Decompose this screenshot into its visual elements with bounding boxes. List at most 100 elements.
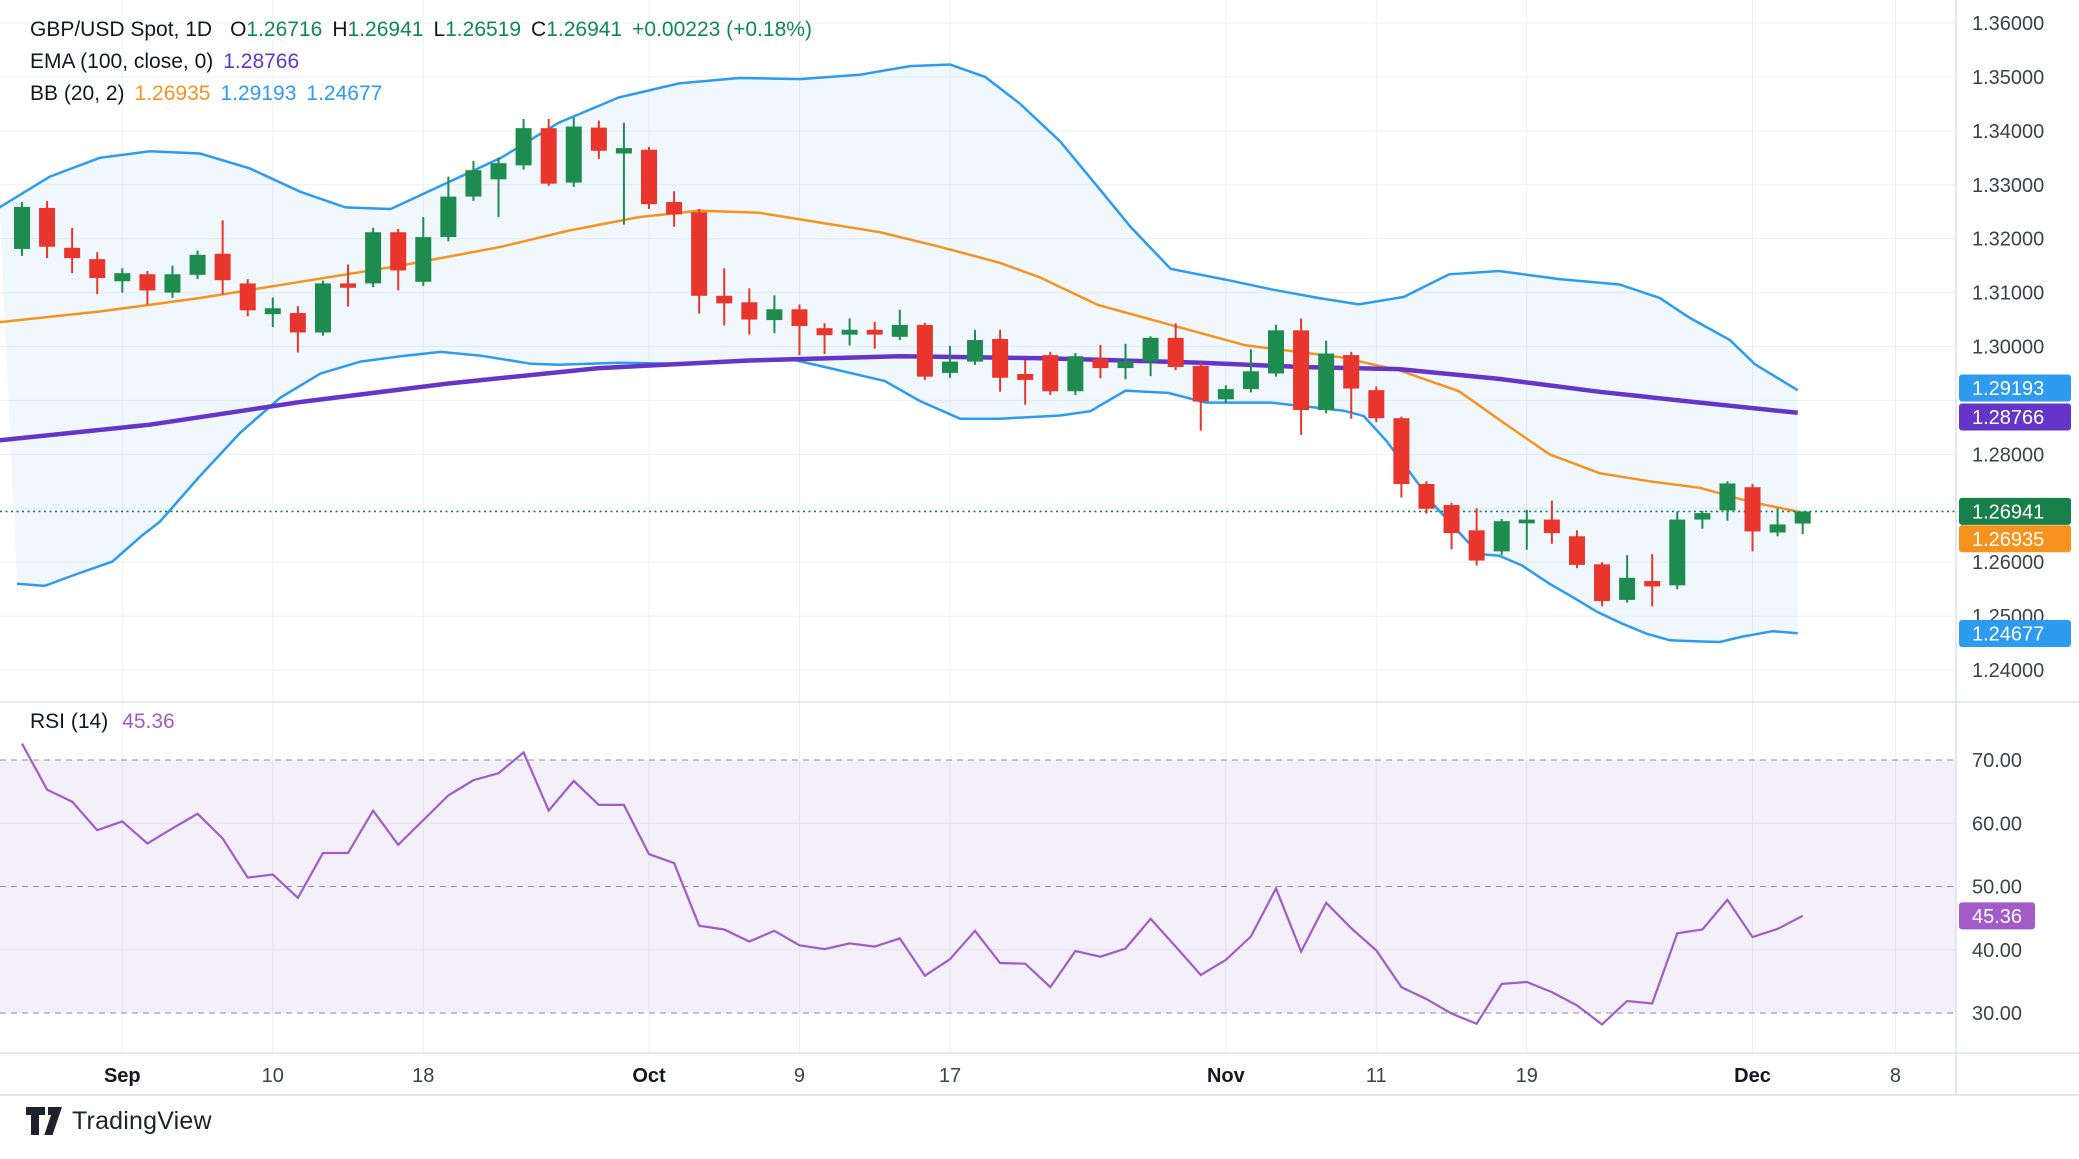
candle[interactable]	[816, 323, 833, 355]
candle[interactable]	[1042, 351, 1059, 396]
candle[interactable]	[164, 265, 181, 298]
candle[interactable]	[1217, 385, 1234, 404]
ema-legend-row[interactable]: EMA (100, close, 0) 1.28766	[30, 50, 812, 82]
candle[interactable]	[415, 217, 432, 287]
candle[interactable]	[1594, 562, 1611, 607]
candle[interactable]	[1368, 386, 1385, 422]
price-tick-label: 1.32000	[1972, 229, 2044, 251]
candle[interactable]	[641, 147, 657, 210]
candle[interactable]	[1443, 502, 1460, 550]
candle[interactable]	[1769, 508, 1786, 537]
candle[interactable]	[365, 227, 382, 288]
candle[interactable]	[1518, 509, 1535, 550]
candle[interactable]	[440, 176, 457, 242]
candle[interactable]	[1142, 336, 1159, 377]
bb-legend-row[interactable]: BB (20, 2) 1.26935 1.29193 1.24677	[30, 82, 812, 114]
candle[interactable]	[1192, 362, 1209, 431]
candle[interactable]	[340, 264, 357, 307]
candle[interactable]	[791, 304, 808, 356]
bb-basis-value: 1.26935	[134, 82, 211, 105]
price-badge: 1.24677	[1959, 619, 2071, 647]
candle[interactable]	[390, 228, 407, 291]
candle[interactable]	[1092, 344, 1109, 379]
price-tick-label: 1.31000	[1972, 283, 2044, 305]
ohlc-open: O1.26716	[230, 18, 323, 41]
candle[interactable]	[741, 288, 758, 335]
candle[interactable]	[1393, 416, 1410, 498]
candle[interactable]	[716, 268, 733, 326]
bb-basis-line	[0, 209, 1798, 513]
price-tick-label: 1.28000	[1972, 444, 2044, 466]
candle[interactable]	[540, 118, 557, 186]
candle[interactable]	[1343, 351, 1360, 419]
candle[interactable]	[1568, 530, 1585, 569]
symbol-legend-row[interactable]: GBP/USD Spot, 1D O1.26716 H1.26941 L1.26…	[30, 18, 812, 50]
candle[interactable]	[615, 122, 632, 225]
candle[interactable]	[766, 295, 783, 334]
candle[interactable]	[490, 157, 507, 218]
candle[interactable]	[1543, 500, 1560, 544]
time-tick-label: 18	[412, 1065, 434, 1087]
rsi-tick-label: 60.00	[1972, 813, 2022, 835]
candle[interactable]	[565, 117, 582, 187]
candle[interactable]	[866, 321, 883, 349]
candle[interactable]	[916, 322, 933, 380]
candle[interactable]	[941, 345, 958, 378]
time-axis[interactable]: Sep 10 18 Oct 9 17 Nov 11 19 Dec 8	[104, 1065, 1901, 1087]
price-axis[interactable]: 1.36000 1.35000 1.34000 1.33000 1.32000 1.310…	[1959, 13, 2071, 682]
candle[interactable]	[1117, 343, 1134, 380]
candle[interactable]	[590, 120, 607, 159]
candle[interactable]	[289, 306, 306, 353]
candle[interactable]	[967, 329, 984, 365]
candle[interactable]	[992, 329, 1009, 392]
candle[interactable]	[1318, 340, 1335, 414]
candle[interactable]	[214, 220, 231, 295]
candle[interactable]	[64, 227, 81, 274]
candle[interactable]	[114, 268, 131, 293]
time-tick-label: 10	[262, 1065, 284, 1087]
candle[interactable]	[891, 309, 908, 341]
rsi-axis[interactable]: 70.00 60.00 50.00 40.00 30.00 45.36	[1959, 750, 2035, 1025]
candle[interactable]	[1293, 318, 1310, 435]
candle[interactable]	[465, 161, 482, 201]
tradingview-logo[interactable]: TradingView	[25, 1106, 212, 1136]
candle[interactable]	[1167, 323, 1184, 371]
candle[interactable]	[1418, 481, 1435, 514]
candle[interactable]	[139, 271, 156, 305]
candle[interactable]	[1017, 359, 1034, 405]
candle[interactable]	[1242, 349, 1259, 393]
candle[interactable]	[1468, 508, 1485, 566]
rsi-legend-row[interactable]: RSI (14) 45.36	[30, 710, 175, 734]
candle[interactable]	[1644, 554, 1661, 607]
candle[interactable]	[515, 118, 532, 170]
price-badge: 1.28766	[1959, 403, 2071, 431]
candle[interactable]	[14, 202, 30, 256]
candle[interactable]	[1619, 555, 1636, 603]
candle[interactable]	[239, 279, 256, 317]
candle[interactable]	[1719, 481, 1736, 521]
candle[interactable]	[1794, 511, 1811, 535]
candle[interactable]	[39, 200, 56, 259]
candle[interactable]	[189, 250, 206, 280]
time-tick-label: 17	[939, 1065, 961, 1087]
candle[interactable]	[1493, 519, 1510, 556]
candle[interactable]	[314, 280, 331, 336]
candle[interactable]	[666, 191, 683, 227]
symbol-title[interactable]: GBP/USD Spot, 1D	[30, 18, 213, 41]
candle[interactable]	[1067, 352, 1084, 396]
bb-title: BB (20, 2)	[30, 82, 125, 105]
time-tick-label: 8	[1890, 1065, 1901, 1087]
candle[interactable]	[1694, 510, 1711, 529]
candle[interactable]	[1744, 483, 1761, 552]
svg-text:1.29193: 1.29193	[1972, 378, 2044, 400]
time-tick-label: Sep	[104, 1065, 141, 1087]
price-tick-label: 1.33000	[1972, 175, 2044, 197]
candle[interactable]	[841, 318, 858, 346]
candle[interactable]	[264, 297, 281, 328]
main-legend: GBP/USD Spot, 1D O1.26716 H1.26941 L1.26…	[30, 18, 812, 114]
candle[interactable]	[89, 252, 106, 295]
candle[interactable]	[691, 209, 708, 314]
candle[interactable]	[1669, 511, 1686, 590]
candle[interactable]	[1268, 324, 1284, 377]
